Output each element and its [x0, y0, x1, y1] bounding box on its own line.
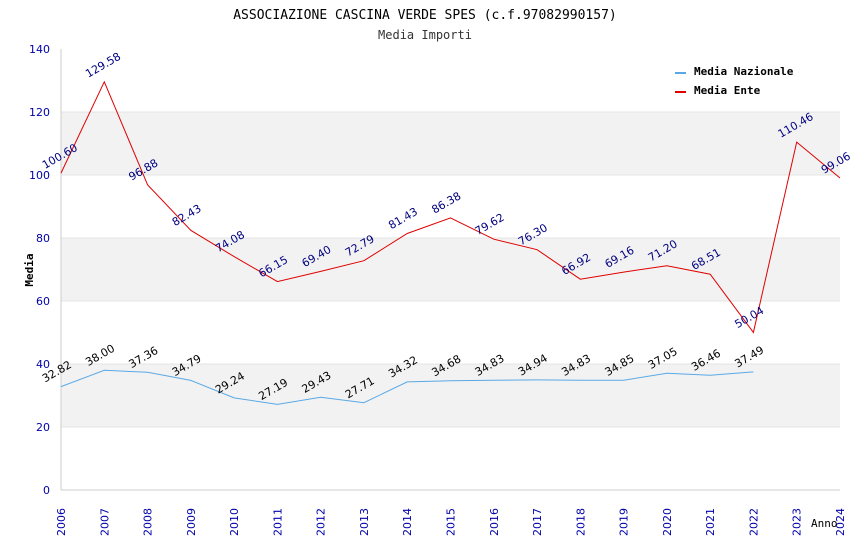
grid-bands [61, 111, 840, 428]
x-tick-label: 2015 [445, 508, 458, 536]
x-tick-label: 2017 [531, 508, 544, 536]
series-line-media-ente [60, 80, 841, 334]
x-tick-label: 2013 [358, 508, 371, 536]
x-tick-label: 2011 [271, 508, 284, 536]
grid-band [61, 364, 840, 427]
y-tick-label: 60 [36, 295, 50, 308]
y-tick-label: 80 [36, 232, 50, 245]
axes [60, 49, 840, 491]
y-tick-labels: 0 20 40 60 80 100 120 140 [29, 43, 50, 497]
x-tick-label: 2023 [791, 508, 804, 536]
data-label: 79.62 [473, 211, 507, 238]
data-label: 86.38 [430, 189, 464, 216]
legend: Media Nazionale Media Ente [675, 65, 794, 97]
legend-label-media-ente: Media Ente [694, 84, 761, 97]
x-tick-label: 2014 [401, 508, 414, 536]
data-label: 82.43 [170, 202, 204, 229]
x-tick-label: 2008 [142, 508, 155, 536]
y-tick-label: 20 [36, 421, 50, 434]
data-label: 129.58 [83, 50, 123, 81]
y-tick-label: 120 [29, 106, 50, 119]
x-tick-label: 2006 [55, 508, 68, 536]
x-tick-label: 2010 [228, 508, 241, 536]
x-axis-label: Anno [811, 517, 838, 530]
x-tick-label: 2021 [704, 508, 717, 536]
chart-subtitle: Media Importi [378, 28, 472, 42]
y-tick-label: 140 [29, 43, 50, 56]
legend-label-media-nazionale: Media Nazionale [694, 65, 794, 78]
x-tick-label: 2024 [834, 508, 847, 536]
x-tick-labels: 2006 2007 2008 2009 2010 2011 2012 2013 2014 2015… [55, 508, 847, 536]
y-tick-label: 40 [36, 358, 50, 371]
y-tick-label: 0 [43, 484, 50, 497]
grid-band [61, 112, 840, 175]
series-lines [60, 80, 841, 405]
x-tick-label: 2012 [315, 508, 328, 536]
x-tick-label: 2020 [661, 508, 674, 536]
chart-title: ASSOCIAZIONE CASCINA VERDE SPES (c.f.970… [233, 8, 617, 23]
x-tick-label: 2018 [574, 508, 587, 536]
y-axis-label: Media [23, 253, 36, 286]
x-tick-label: 2019 [618, 508, 631, 536]
data-label: 81.43 [386, 205, 420, 232]
y-tick-label: 100 [29, 169, 50, 182]
x-tick-label: 2016 [488, 508, 501, 536]
grid-band [61, 238, 840, 301]
x-tick-label: 2007 [98, 508, 111, 536]
x-tick-label: 2009 [185, 508, 198, 536]
x-tick-label: 2022 [747, 508, 760, 536]
series-line-media-nazionale [60, 369, 754, 405]
